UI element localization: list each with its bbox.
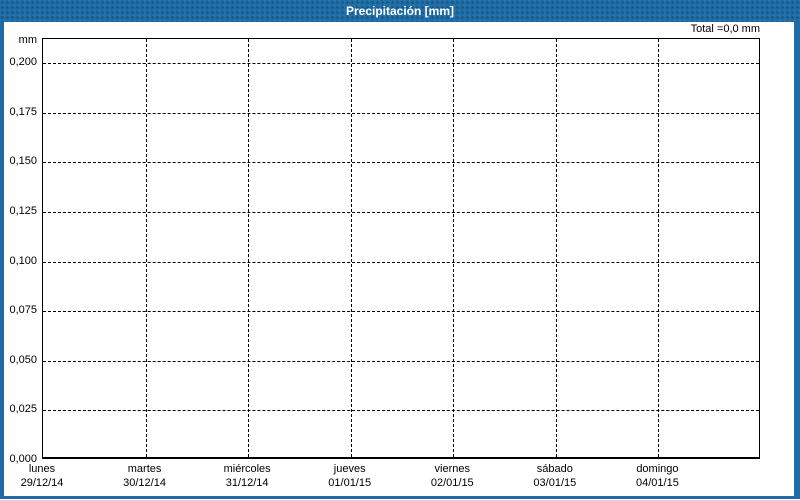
plot-area: [42, 38, 760, 459]
x-tick-date: 04/01/15: [636, 477, 679, 489]
x-tick-date: 29/12/14: [20, 477, 64, 489]
vertical-gridline: [658, 39, 659, 457]
vertical-gridline: [146, 39, 147, 457]
x-tick-date: 03/01/15: [533, 477, 577, 489]
total-annotation: Total =0,0 mm: [690, 23, 760, 35]
x-tick-day: viernes: [434, 463, 471, 475]
x-tick-day: miércoles: [223, 463, 271, 475]
horizontal-gridline: [43, 112, 759, 114]
horizontal-gridline: [43, 261, 759, 263]
y-tick-label: 0,175: [9, 105, 37, 118]
x-tick-date: 01/01/15: [328, 477, 372, 489]
x-tick-label: martes 30/12/14: [93, 462, 197, 490]
y-tick-label: 0,050: [9, 353, 37, 366]
x-tick-day: jueves: [333, 463, 366, 475]
y-tick-label: 0,100: [9, 254, 37, 267]
x-tick-date: 31/12/14: [225, 477, 269, 489]
frame-bottom-border: [0, 496, 800, 499]
frame-right-border: [794, 22, 800, 496]
x-tick-label: sábado 03/01/15: [503, 462, 607, 490]
frame-left-border: [0, 22, 4, 496]
y-axis-unit-label: mm: [18, 34, 37, 46]
horizontal-gridline: [43, 410, 759, 412]
title-bar: Precipitación [mm]: [0, 0, 800, 22]
x-tick-label: viernes 02/01/15: [400, 462, 504, 490]
y-tick-label: 0,075: [9, 304, 37, 317]
vertical-gridline: [351, 39, 352, 457]
horizontal-gridline: [43, 63, 759, 64]
horizontal-gridline: [43, 211, 759, 213]
x-tick-day: sábado: [536, 463, 573, 475]
y-tick-label: 0,125: [9, 204, 37, 217]
chart-title: Precipitación [mm]: [345, 4, 455, 18]
x-tick-day: martes: [127, 463, 162, 475]
horizontal-gridline: [43, 311, 759, 313]
y-tick-label: 0,025: [9, 403, 37, 416]
vertical-gridline: [248, 39, 249, 457]
y-tick-label: 0,200: [9, 56, 37, 68]
x-tick-day: lunes: [28, 463, 56, 475]
x-tick-label: jueves 01/01/15: [298, 462, 402, 490]
vertical-gridline: [556, 39, 557, 457]
y-tick-label: 0,000: [9, 453, 37, 465]
y-tick-label: 0,150: [9, 155, 37, 168]
vertical-gridline: [453, 39, 454, 457]
horizontal-gridline: [43, 162, 759, 164]
horizontal-gridline: [43, 360, 759, 362]
x-tick-label: lunes 29/12/14: [0, 462, 94, 490]
x-tick-date: 30/12/14: [123, 477, 166, 489]
x-tick-label: domingo 04/01/15: [605, 462, 709, 490]
x-tick-day: domingo: [636, 463, 679, 475]
x-tick-label: miércoles 31/12/14: [195, 462, 299, 490]
x-tick-date: 02/01/15: [430, 477, 474, 489]
